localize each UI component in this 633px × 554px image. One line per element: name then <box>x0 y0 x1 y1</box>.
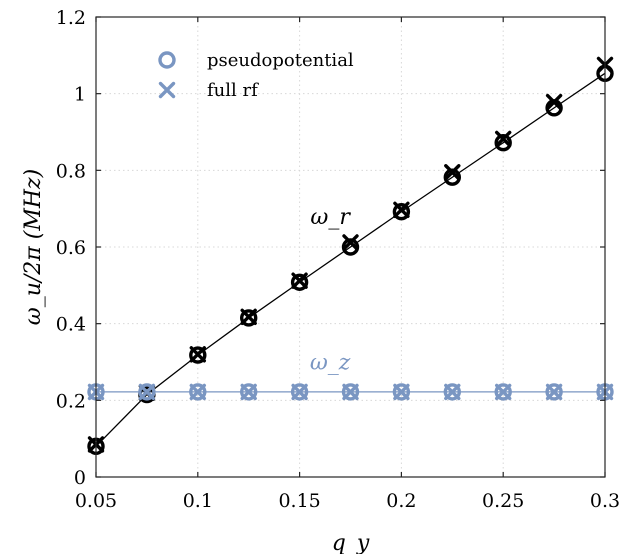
cross-marker <box>393 201 410 219</box>
circle-marker <box>189 346 207 364</box>
cross-marker <box>291 272 308 289</box>
circle-marker <box>392 203 411 221</box>
circle-marker <box>392 383 411 401</box>
x-tick-label: 0.1 <box>183 490 213 512</box>
annotations: ω_r ω_z <box>310 205 351 376</box>
circle-marker <box>290 273 309 291</box>
y-tick-label: 0.6 <box>56 237 86 259</box>
circle-marker <box>341 383 360 401</box>
y-tick-label: 0.8 <box>56 160 86 182</box>
legend-label: full rf <box>207 80 259 101</box>
legend: pseudopotential full rf <box>158 50 354 101</box>
cross-marker <box>444 164 461 181</box>
y-tick-label: 0.2 <box>56 390 86 412</box>
x-axis-label: q_y <box>332 531 370 554</box>
circle-marker <box>494 134 512 152</box>
y-tick-label: 1.2 <box>56 7 86 29</box>
cross-marker <box>189 346 206 363</box>
circle-marker <box>158 51 176 69</box>
cross-marker <box>158 81 176 99</box>
y-tick-label: 0 <box>74 467 86 489</box>
circle-marker <box>189 383 207 401</box>
cross-marker <box>393 383 410 401</box>
y-axis-label: ω_u/2π (MHz) <box>21 169 46 325</box>
cross-marker <box>495 383 512 401</box>
circle-marker <box>138 383 156 401</box>
x-tick-label: 0.25 <box>482 490 524 512</box>
axis-labels: q_y ω_u/2π (MHz) <box>21 169 370 554</box>
y-tick-label: 0.4 <box>56 314 86 336</box>
cross-marker <box>342 234 359 251</box>
series-annotation: ω_z <box>310 351 351 376</box>
series-annotation: ω_r <box>310 205 351 230</box>
circle-marker <box>545 383 563 401</box>
cross-marker <box>240 383 257 401</box>
circle-marker <box>290 383 309 401</box>
axes <box>95 16 606 478</box>
circle-marker <box>239 309 258 327</box>
data-markers <box>87 56 614 456</box>
cross-marker <box>495 130 512 148</box>
x-tick-label: 0.05 <box>75 490 117 512</box>
x-tick-label: 0.15 <box>278 490 320 512</box>
circle-marker <box>443 383 461 401</box>
tick-labels: 0.05 0.1 0.15 0.2 0.25 0.3 0 0.2 0.4 0.6 0.8 1 1.2 <box>56 7 620 512</box>
cross-marker <box>545 93 563 111</box>
cross-marker <box>545 383 563 401</box>
cross-marker <box>444 383 461 401</box>
cross-marker <box>138 383 156 401</box>
series-line <box>95 72 606 447</box>
x-tick-label: 0.3 <box>590 490 620 512</box>
circle-marker <box>494 383 512 401</box>
legend-label: pseudopotential <box>207 50 354 71</box>
x-tick-label: 0.2 <box>386 490 416 512</box>
cross-marker <box>342 383 359 401</box>
y-tick-label: 1 <box>74 84 86 106</box>
cross-marker <box>291 383 308 401</box>
cross-marker <box>240 308 257 325</box>
cross-marker <box>189 383 206 401</box>
circle-marker <box>239 383 258 401</box>
